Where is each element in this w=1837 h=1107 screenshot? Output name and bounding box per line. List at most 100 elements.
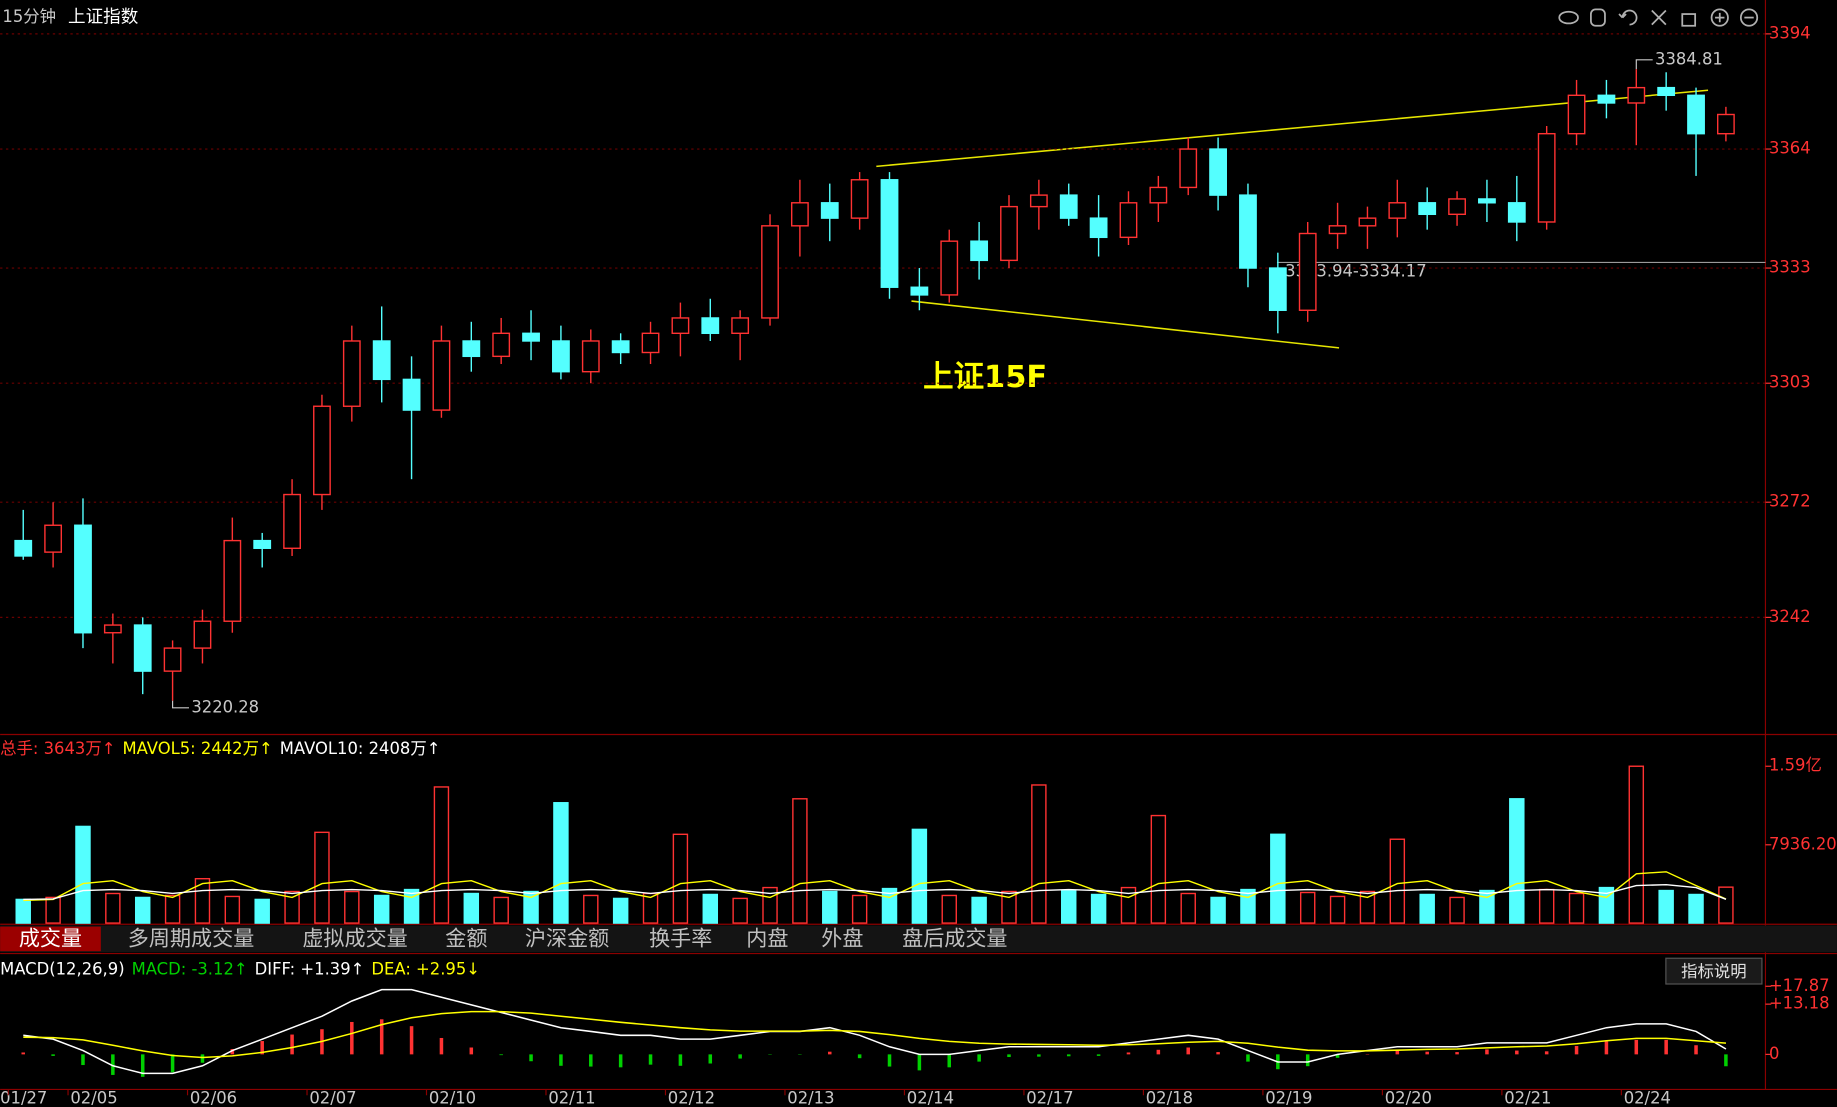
candle-body [432, 340, 451, 411]
volume-bar [1061, 889, 1077, 924]
candle-body [283, 493, 301, 549]
y-tick-label: 3242 [1769, 607, 1811, 626]
volume-bar [732, 897, 748, 924]
candle-body [581, 340, 600, 373]
macd-bar [1037, 1054, 1041, 1057]
lock-icon[interactable] [1681, 13, 1697, 27]
volume-bar [1419, 893, 1435, 924]
macd-bar [111, 1054, 115, 1075]
tab-label: 外盘 [821, 925, 863, 950]
tab-label: 沪深金额 [525, 925, 609, 950]
macd-bar [589, 1054, 593, 1067]
macd-bar [1156, 1049, 1161, 1055]
macd-bar [1395, 1050, 1400, 1055]
volume-bar [1240, 888, 1256, 924]
candle-body [1239, 194, 1257, 269]
candle-body [1687, 94, 1705, 135]
cut-icon[interactable] [1651, 9, 1667, 26]
undo-icon[interactable] [1618, 9, 1638, 26]
candle-body [701, 317, 720, 335]
y-tick-label: 3364 [1769, 139, 1811, 158]
legend-item: MAVOL10: 2408万↑ [280, 739, 441, 758]
candle-body [1268, 267, 1287, 311]
volume-bar [1359, 890, 1376, 924]
candle-body [671, 317, 690, 335]
indicator-help-button[interactable] [1665, 957, 1763, 985]
tab[interactable] [806, 926, 879, 952]
macd-bar [1515, 1050, 1519, 1055]
candle-body [1388, 202, 1407, 219]
y-tick-label: 3333 [1769, 258, 1811, 277]
macd-bar [469, 1047, 474, 1055]
volume-bar [1001, 890, 1017, 924]
y-tick-label: 3272 [1769, 492, 1811, 511]
candle-body [492, 332, 511, 358]
x-tick-label: 02/13 [787, 1088, 834, 1107]
macd-bar [350, 1021, 354, 1055]
candle-body [223, 539, 242, 622]
tab[interactable] [431, 926, 502, 952]
x-tick-label: 02/11 [548, 1088, 595, 1107]
zoom-in-icon[interactable] [1710, 8, 1729, 27]
candle-body [1597, 94, 1616, 104]
volume-bar [523, 890, 539, 924]
candle-body [1298, 232, 1317, 311]
macd-bar [1096, 1054, 1101, 1056]
lower-trendline [911, 300, 1340, 349]
view-icon[interactable] [1558, 10, 1579, 25]
macd-line [23, 1010, 1727, 1059]
x-tick-label: 02/12 [668, 1088, 715, 1107]
macd-bar [81, 1054, 85, 1066]
tab[interactable] [731, 926, 804, 952]
x-tick-label: 02/24 [1624, 1088, 1671, 1107]
candle-body [103, 624, 122, 634]
macd-bar [1007, 1054, 1011, 1058]
tab[interactable] [503, 926, 631, 952]
macd-bar [1066, 1054, 1071, 1057]
tab[interactable] [281, 926, 429, 952]
x-tick-label: 01/27 [0, 1088, 47, 1107]
macd-bar [200, 1054, 205, 1063]
volume-bar [1658, 889, 1674, 924]
macd-bar [140, 1054, 145, 1077]
legend-item: MACD: -3.12↑ [132, 959, 248, 978]
volume-bar [1270, 833, 1286, 924]
candle-body [1358, 217, 1377, 227]
tab[interactable] [0, 926, 101, 952]
volume-bar [284, 890, 300, 924]
candle-body [940, 240, 959, 296]
y-tick-label: 7936.20万 [1769, 834, 1837, 853]
tab[interactable] [103, 926, 279, 952]
macd-bar [1485, 1049, 1489, 1055]
x-tick-label: 02/06 [190, 1088, 237, 1107]
zoom-out-icon[interactable] [1739, 8, 1759, 27]
macd-bar [708, 1054, 713, 1064]
volume-bar [553, 802, 569, 924]
candle-body [1149, 186, 1168, 204]
tab[interactable] [632, 926, 729, 952]
volume-bar [164, 894, 181, 924]
macd-bar [977, 1054, 981, 1062]
tab-label: 换手率 [649, 925, 712, 950]
hand-icon[interactable] [1590, 8, 1606, 27]
macd-bar [887, 1054, 892, 1067]
macd-bar [1305, 1054, 1310, 1067]
candle-body [1089, 217, 1108, 239]
candle-body [1507, 202, 1526, 223]
candle-body [313, 405, 331, 496]
macd-bar [1694, 1045, 1698, 1055]
x-tick-label: 02/07 [309, 1088, 356, 1107]
tab[interactable] [881, 926, 1029, 952]
macd-bar [738, 1054, 742, 1059]
candle-body [1119, 202, 1138, 239]
legend-item: MAVOL5: 2442万↑ [122, 739, 272, 758]
volume-bar [851, 894, 868, 924]
candle-body [1328, 225, 1347, 235]
volume-bar [1538, 888, 1555, 924]
macd-bar [678, 1054, 683, 1066]
volume-bar [224, 895, 241, 924]
candle-body [1179, 148, 1198, 189]
candle-body [910, 286, 929, 296]
volume-bar [344, 890, 360, 924]
